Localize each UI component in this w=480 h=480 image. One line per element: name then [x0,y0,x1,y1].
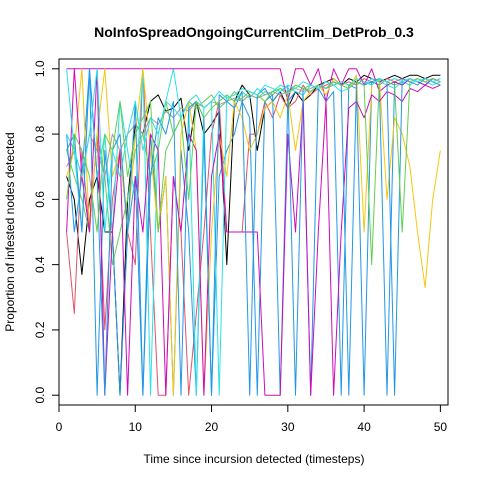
x-tick-label: 40 [357,420,371,434]
series-group [66,68,441,396]
y-tick-label: 0.6 [33,191,47,208]
x-tick-label: 10 [129,420,143,434]
series-line-6 [66,68,441,102]
y-tick-label: 1.0 [33,60,47,77]
x-tick-label: 30 [281,420,295,434]
x-tick-label: 50 [434,420,448,434]
x-axis: 0 10 20 30 40 50 [56,404,448,434]
y-axis-label: Proportion of infested nodes detected [3,132,17,331]
series-line-12 [66,68,441,233]
y-tick-label: 0.4 [33,256,47,273]
y-tick-label: 0.2 [33,321,47,338]
plot-frame [58,58,449,406]
y-tick-label: 0.0 [33,387,47,404]
x-axis-label: Time since incursion detected (timesteps… [144,452,365,466]
chart-title: NoInfoSpreadOngoingCurrentClim_DetProb_0… [94,24,414,40]
y-tick-label: 0.8 [33,125,47,142]
x-tick-label: 20 [205,420,219,434]
y-axis: 0.0 0.2 0.4 0.6 0.8 1.0 [33,60,60,404]
x-tick-label: 0 [56,420,63,434]
